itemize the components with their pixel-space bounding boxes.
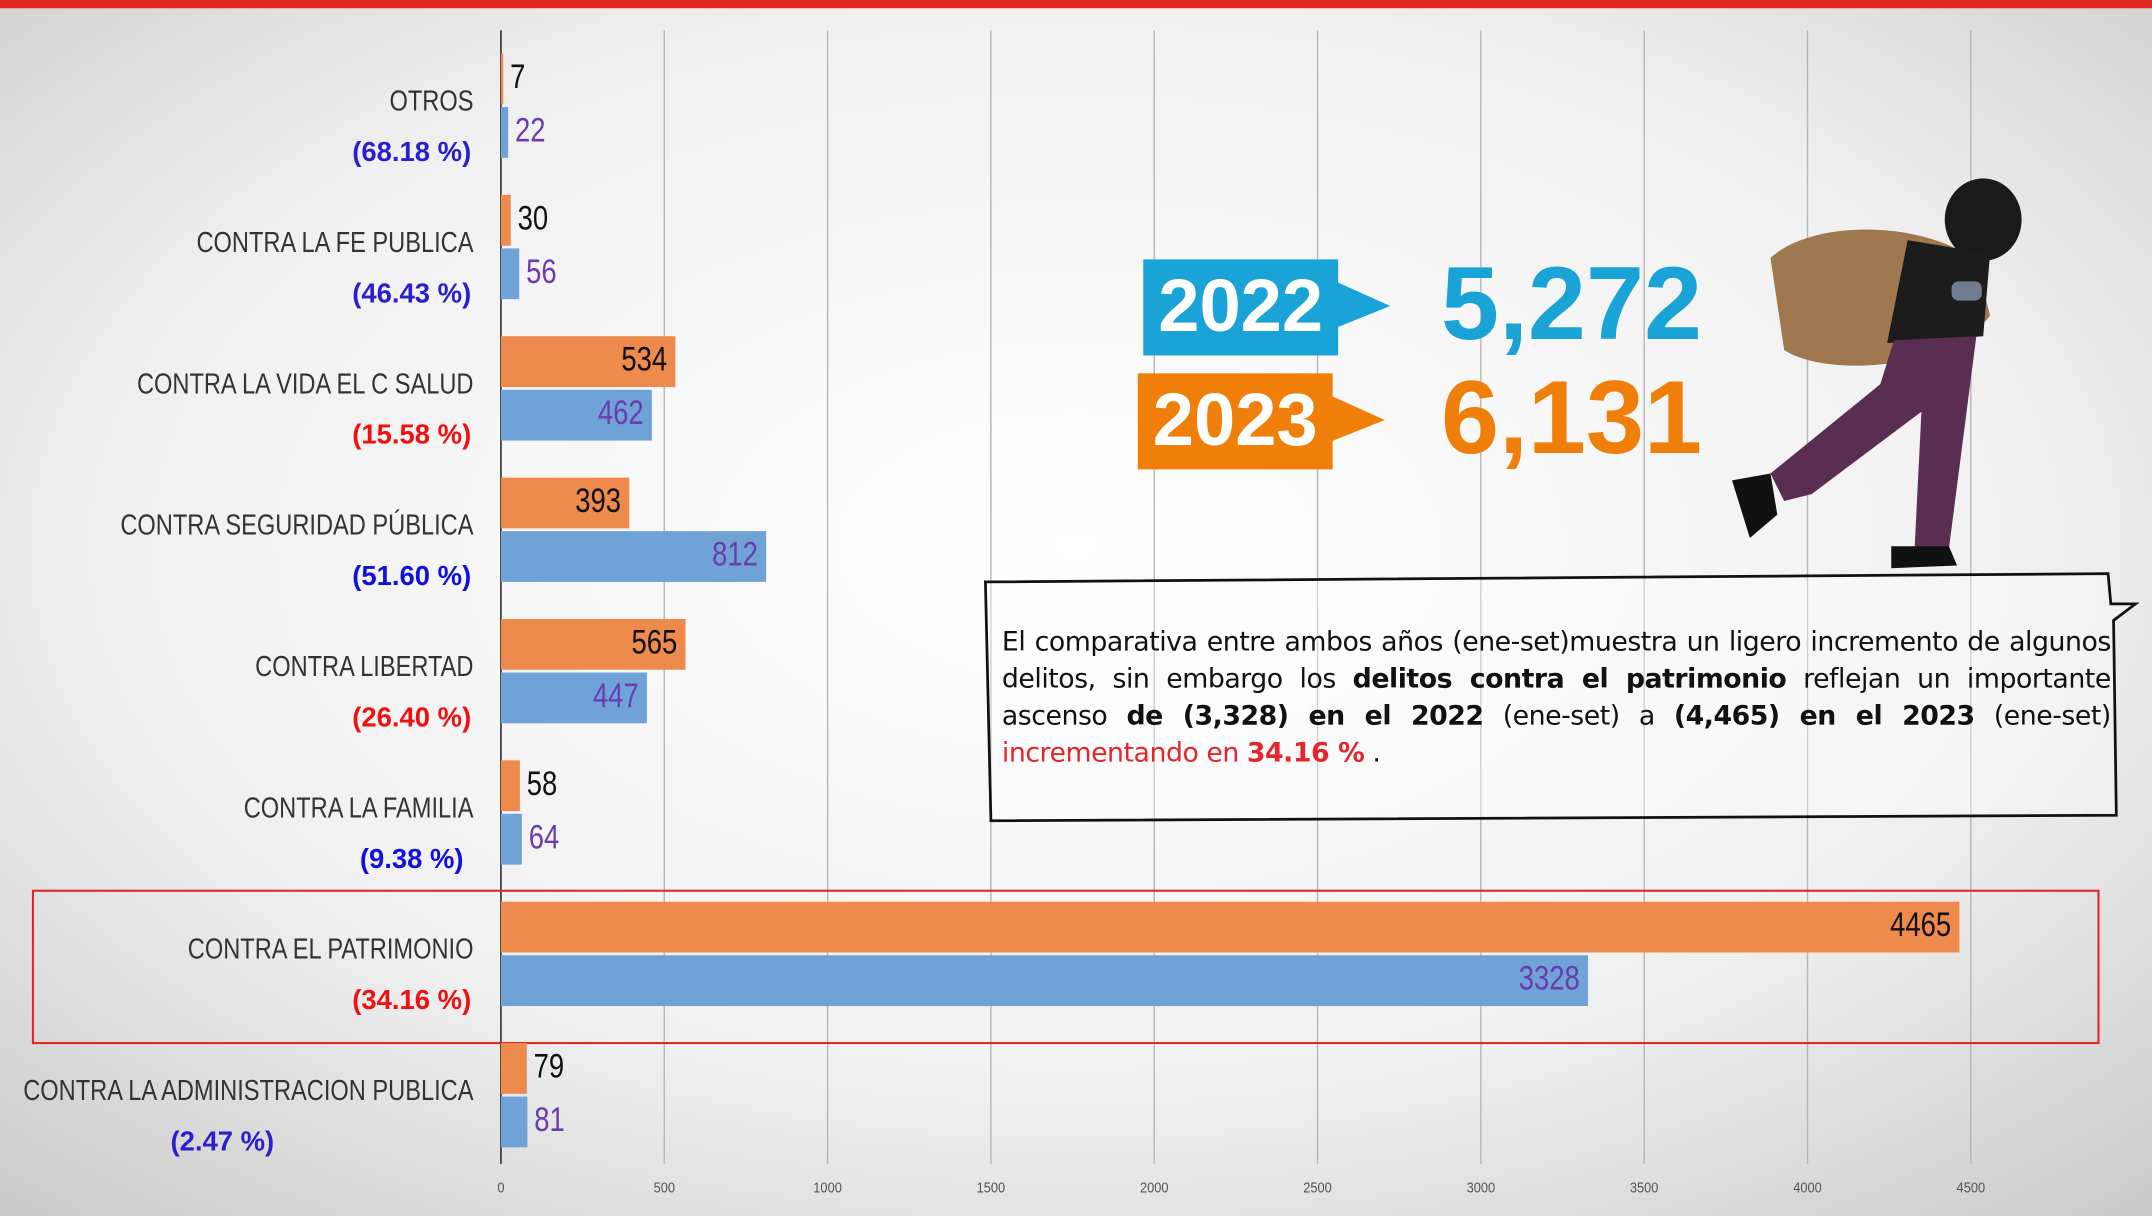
value-label: 58 — [527, 764, 558, 803]
note-segment: (ene-set) — [1974, 699, 2111, 732]
badge-arrow — [1329, 395, 1385, 442]
summary: 2022 5,272 2023 6,131 — [1137, 246, 1702, 476]
note-segment: (4,465) en el 2023 — [1673, 699, 1975, 732]
year-label: 2023 — [1153, 378, 1318, 461]
x-tick-label: 2000 — [1140, 1179, 1169, 1196]
year-total: 5,272 — [1441, 246, 1702, 362]
value-label: 64 — [529, 817, 560, 856]
bar — [500, 672, 647, 724]
note-text: El comparativa entre ambos años (ene-set… — [1002, 623, 2111, 771]
value-label: 7 — [510, 57, 525, 96]
year-label: 2022 — [1158, 264, 1323, 347]
bar — [500, 194, 511, 246]
bar — [500, 901, 1960, 953]
x-tick-label: 0 — [497, 1179, 504, 1196]
note-segment: incrementando en — [1001, 737, 1247, 769]
year-badge — [1143, 259, 1339, 356]
bars: OTROS (68.18 %) 7 22 CONTRA LA FE PUBLICA (46… — [23, 53, 2100, 1157]
category-label: OTROS — [389, 84, 473, 117]
annotation: (46.43 %) — [352, 277, 471, 308]
x-tick-label: 4000 — [1793, 1179, 1822, 1196]
annotation: (51.60 %) — [352, 560, 471, 591]
note-segment: reflejan un importante ascenso — [1001, 662, 2111, 732]
note-box — [984, 572, 2140, 823]
value-label: 79 — [534, 1047, 565, 1086]
x-tick-label: 1500 — [977, 1179, 1006, 1196]
category-label: CONTRA LA FE PUBLICA — [196, 226, 473, 259]
value-label: 4465 — [1890, 905, 1951, 944]
note-container: El comparativa entre ambos años (ene-set… — [1002, 623, 2111, 771]
badge-arrow — [1335, 281, 1391, 329]
value-label: 534 — [621, 340, 667, 379]
x-tick-label: 2500 — [1303, 1179, 1332, 1196]
x-tick-label: 4500 — [1957, 1179, 1986, 1196]
bar — [500, 107, 509, 158]
x-tick-label: 3500 — [1630, 1179, 1659, 1196]
bar — [500, 618, 686, 670]
category-label: CONTRA LA FAMILIA — [244, 791, 474, 824]
highlight-box — [31, 889, 2100, 1045]
annotation: (9.38 %) — [360, 843, 464, 874]
bar — [500, 53, 504, 105]
annotation: (2.47 %) — [170, 1126, 274, 1157]
bar — [500, 531, 767, 582]
value-label: 565 — [631, 623, 677, 662]
bar — [500, 248, 520, 300]
bar — [500, 1043, 527, 1094]
value-label: 462 — [598, 393, 644, 432]
note-segment: de (3,328) en el 2022 — [1126, 699, 1484, 732]
note-segment: delitos contra el patrimonio — [1352, 662, 1787, 695]
category-label: CONTRA LIBERTAD — [255, 650, 473, 683]
bar — [500, 1096, 528, 1148]
note-segment: El comparativa entre ambos años (ene-set… — [1001, 625, 2111, 695]
value-label: 22 — [515, 111, 546, 150]
top-bar — [0, 0, 2152, 9]
x-tick-label: 3000 — [1467, 1179, 1496, 1196]
note-segment: 34.16 % — [1246, 737, 1365, 769]
year-badge — [1137, 373, 1333, 470]
note-segment: . — [1364, 737, 1381, 769]
bar — [500, 336, 676, 388]
category-label: CONTRA LA VIDA EL C SALUD — [137, 367, 474, 400]
category-label: CONTRA LA ADMINISTRACION PUBLICA — [23, 1074, 474, 1107]
annotation: (34.16 %) — [352, 984, 471, 1015]
bar — [500, 760, 520, 812]
bar — [500, 955, 1589, 1007]
annotation: (68.18 %) — [352, 136, 471, 167]
bar — [500, 477, 630, 529]
value-label: 56 — [526, 252, 557, 291]
value-label: 393 — [575, 481, 621, 520]
x-tick-label: 1000 — [813, 1179, 842, 1196]
x-tick-label: 500 — [654, 1179, 676, 1196]
value-label: 812 — [712, 535, 758, 574]
value-label: 3328 — [1519, 959, 1580, 998]
value-label: 81 — [534, 1100, 565, 1139]
value-label: 30 — [518, 198, 549, 237]
annotation: (15.58 %) — [352, 419, 471, 450]
bar — [500, 389, 652, 441]
category-label: CONTRA SEGURIDAD PÚBLICA — [120, 508, 473, 541]
annotation: (26.40 %) — [352, 701, 471, 732]
value-label: 447 — [593, 676, 639, 715]
note-segment: (ene-set) a — [1483, 699, 1674, 732]
thief — [1732, 178, 2022, 569]
category-label: CONTRA EL PATRIMONIO — [188, 932, 474, 965]
bar — [500, 813, 522, 865]
year-total: 6,131 — [1441, 360, 1702, 476]
